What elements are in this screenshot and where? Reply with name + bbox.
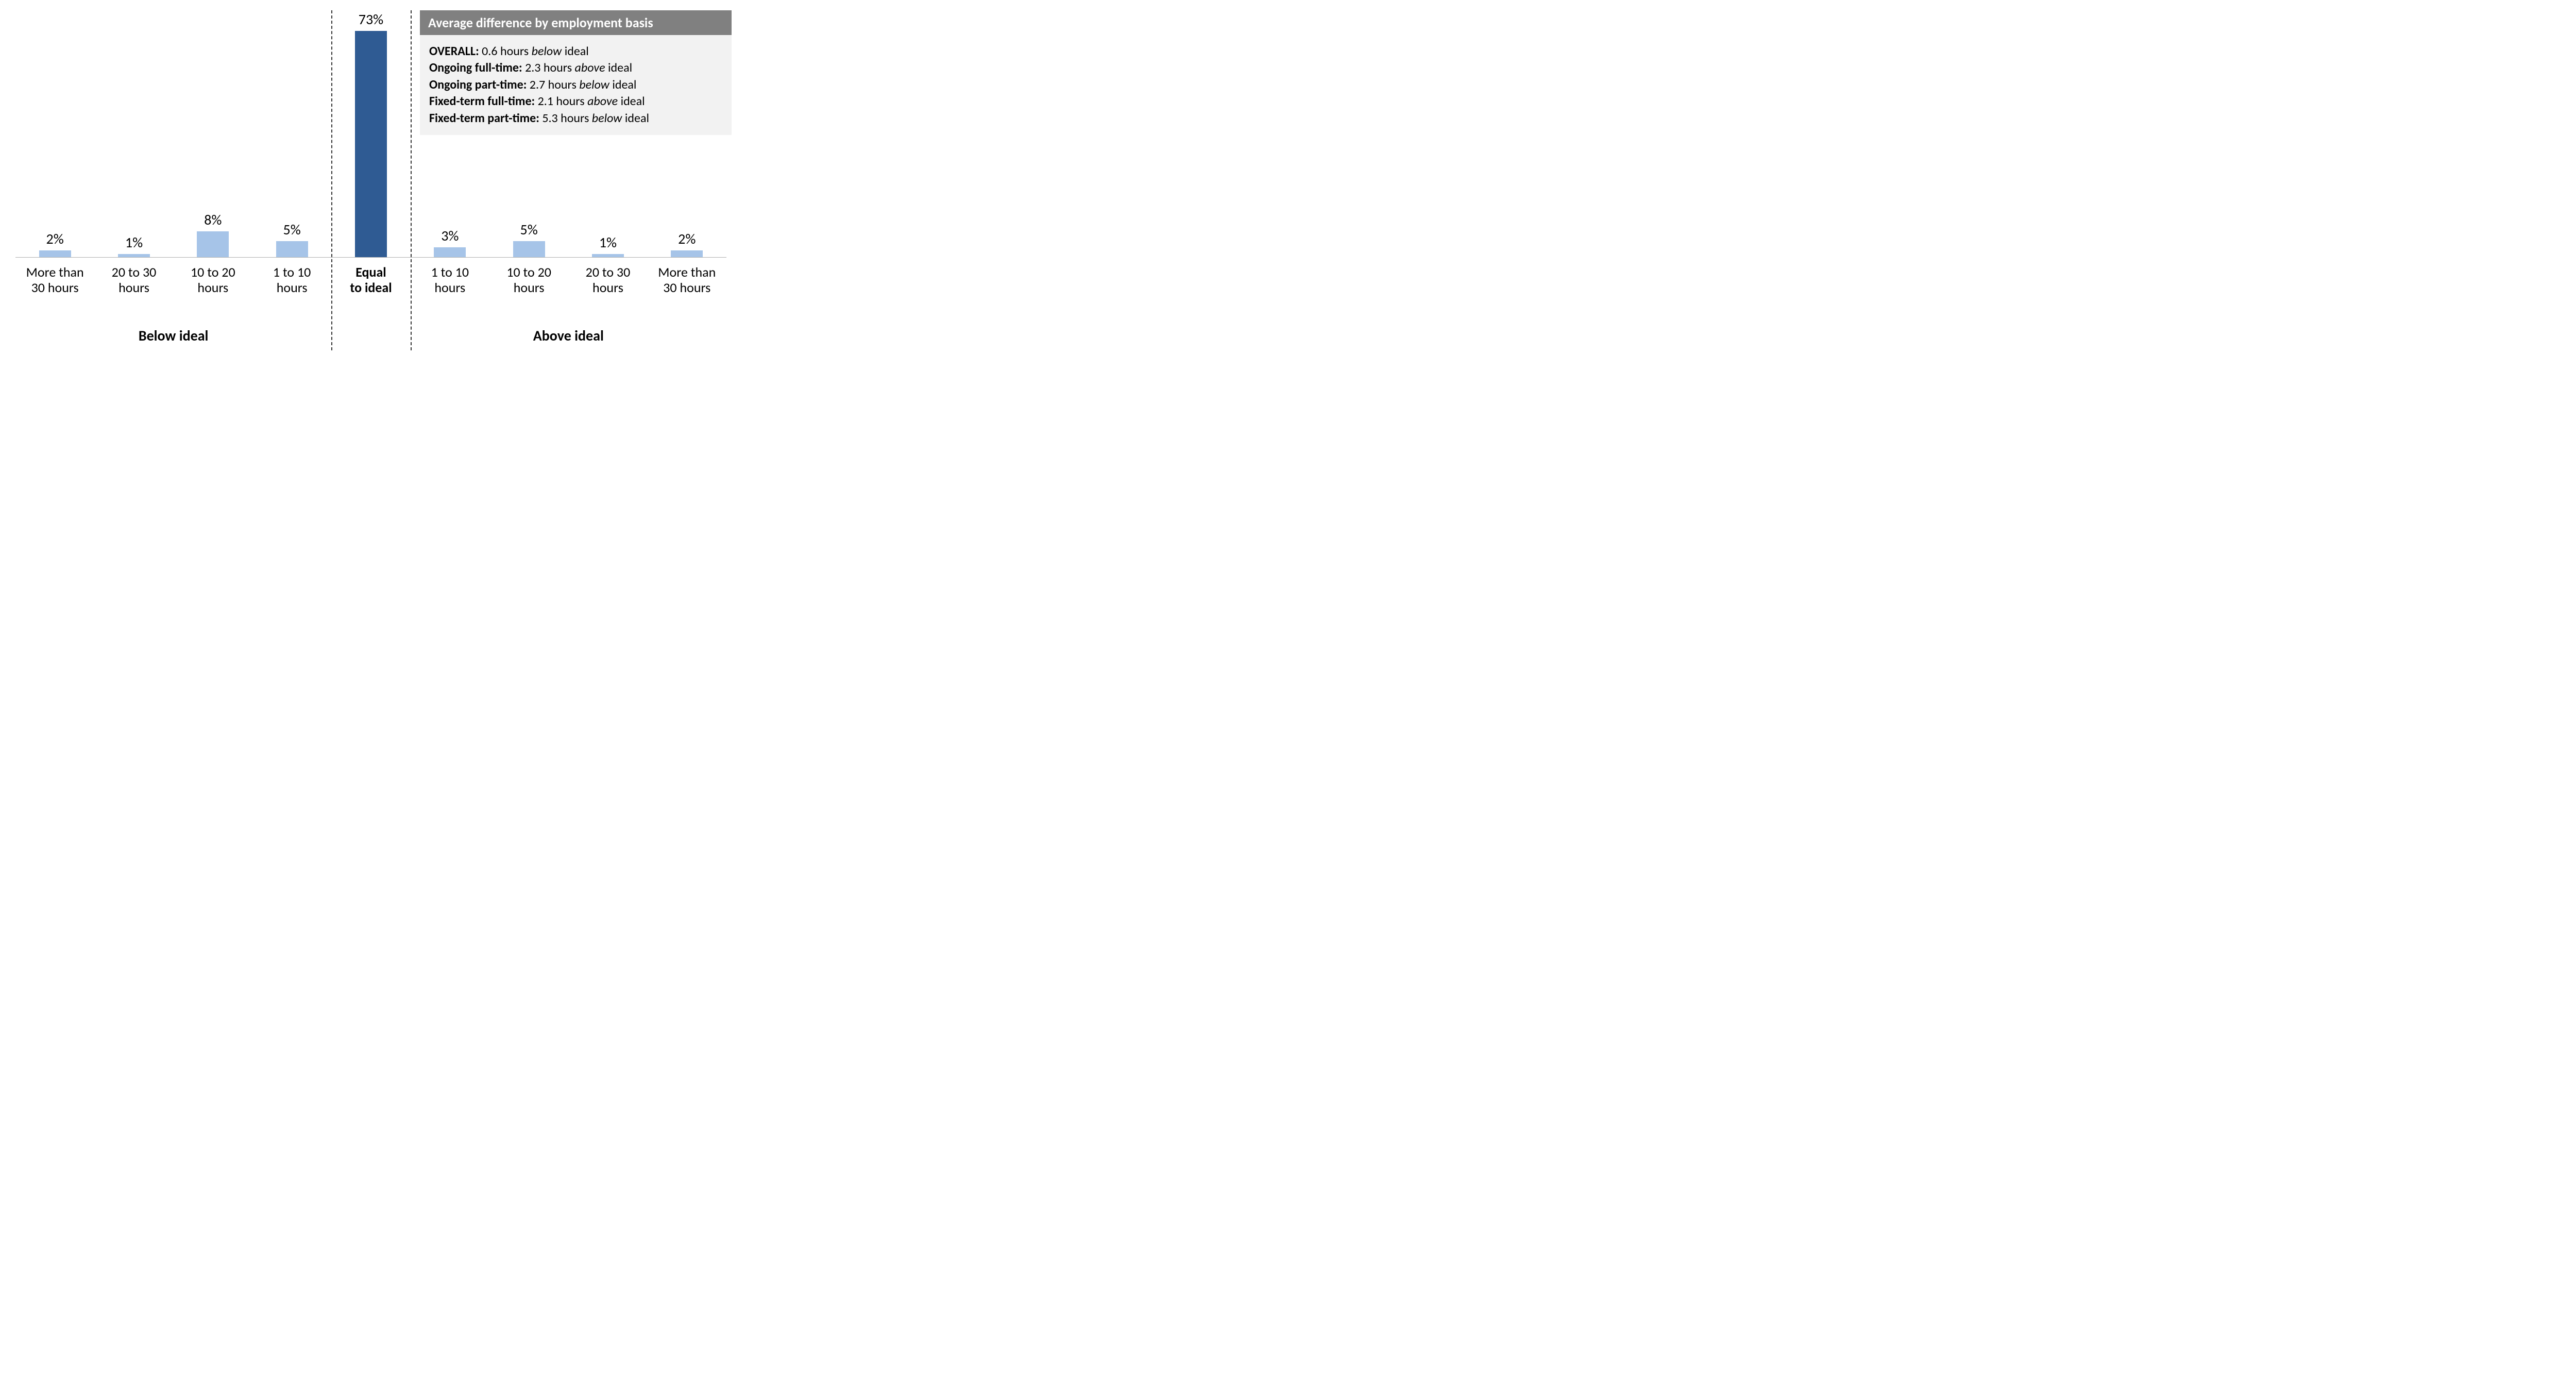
bar-value-label: 8%	[204, 211, 222, 229]
info-line-direction: above	[587, 94, 618, 109]
info-line: Ongoing full-time: 2.3 hours above ideal	[429, 60, 722, 76]
bar-slot-4: 73%	[331, 10, 410, 257]
bar	[513, 241, 545, 258]
info-line: OVERALL: 0.6 hours below ideal	[429, 43, 722, 60]
info-line-suffix: ideal	[621, 94, 645, 109]
info-line-value: 5.3 hours	[542, 111, 589, 126]
bar	[355, 31, 387, 257]
info-box-header: Average difference by employment basis	[420, 10, 732, 35]
info-line-direction: below	[579, 77, 609, 92]
section-label-equal	[331, 327, 410, 345]
info-line-value: 2.7 hours	[530, 77, 577, 92]
bar	[434, 247, 466, 257]
x-axis-label: Equalto ideal	[331, 265, 410, 296]
x-axis-label: 20 to 30hours	[94, 265, 173, 296]
bar-value-label: 5%	[283, 221, 301, 239]
x-axis-label: 1 to 10hours	[252, 265, 331, 296]
info-line-suffix: ideal	[608, 60, 632, 75]
bar	[592, 254, 624, 257]
info-box-body: OVERALL: 0.6 hours below idealOngoing fu…	[420, 35, 732, 135]
x-axis-label: More than30 hours	[15, 265, 94, 296]
info-line-label: Ongoing part-time:	[429, 77, 527, 92]
x-axis-label: More than30 hours	[648, 265, 726, 296]
bar-value-label: 2%	[46, 230, 64, 248]
info-line-suffix: ideal	[565, 44, 589, 59]
info-line-label: OVERALL:	[429, 44, 479, 59]
info-line-value: 0.6 hours	[482, 44, 529, 59]
info-line: Fixed-term full-time: 2.1 hours above id…	[429, 93, 722, 110]
bar	[671, 250, 703, 257]
divider-left	[331, 10, 332, 350]
info-line-label: Fixed-term full-time:	[429, 94, 535, 109]
bar-slot-0: 2%	[15, 10, 94, 257]
x-axis-label: 20 to 30hours	[568, 265, 647, 296]
bar-value-label: 1%	[125, 233, 143, 251]
bar	[118, 254, 150, 257]
info-line-value: 2.3 hours	[525, 60, 572, 75]
section-label-below: Below ideal	[15, 327, 331, 345]
info-line-direction: below	[532, 44, 562, 59]
bar-slot-3: 5%	[252, 10, 331, 257]
info-line: Fixed-term part-time: 5.3 hours below id…	[429, 110, 722, 127]
bar	[197, 231, 229, 257]
info-line: Ongoing part-time: 2.7 hours below ideal	[429, 77, 722, 93]
info-line-value: 2.1 hours	[538, 94, 585, 109]
info-line-label: Fixed-term part-time:	[429, 111, 539, 126]
bar-value-label: 5%	[520, 221, 538, 239]
x-axis-label: 1 to 10hours	[411, 265, 489, 296]
bar-value-label: 1%	[599, 233, 617, 251]
section-label-above: Above ideal	[411, 327, 726, 345]
divider-right	[411, 10, 412, 350]
bar-value-label: 2%	[678, 230, 696, 248]
chart-container: 2%1%8%5%73%3%5%1%2% More than30 hours20 …	[10, 10, 732, 366]
bar	[39, 250, 71, 257]
x-axis-labels: More than30 hours20 to 30hours10 to 20ho…	[15, 265, 726, 296]
bar-value-label: 73%	[359, 10, 383, 28]
bar-value-label: 3%	[441, 227, 459, 245]
info-line-direction: above	[575, 60, 605, 75]
section-labels: Below ideal Above ideal	[15, 327, 726, 345]
x-axis-label: 10 to 20hours	[174, 265, 252, 296]
info-line-label: Ongoing full-time:	[429, 60, 522, 75]
info-line-suffix: ideal	[625, 111, 649, 126]
bar	[276, 241, 308, 258]
x-axis-label: 10 to 20hours	[489, 265, 568, 296]
info-line-suffix: ideal	[612, 77, 636, 92]
bar-slot-1: 1%	[94, 10, 173, 257]
info-box: Average difference by employment basis O…	[420, 10, 732, 135]
info-line-direction: below	[592, 111, 622, 126]
bar-slot-2: 8%	[174, 10, 252, 257]
